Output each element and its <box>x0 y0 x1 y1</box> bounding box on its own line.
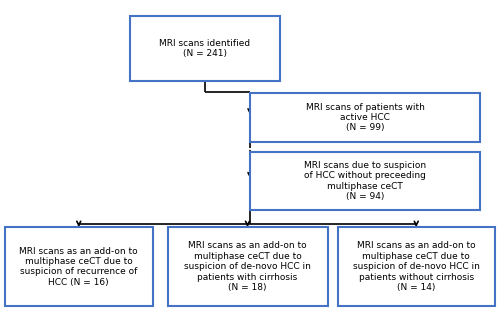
FancyBboxPatch shape <box>250 93 480 142</box>
FancyBboxPatch shape <box>250 152 480 210</box>
Text: MRI scans identified
(N = 241): MRI scans identified (N = 241) <box>160 39 250 58</box>
FancyBboxPatch shape <box>130 16 280 81</box>
Text: MRI scans due to suspicion
of HCC without preceeding
multiphase ceCT
(N = 94): MRI scans due to suspicion of HCC withou… <box>304 161 426 201</box>
Text: MRI scans as an add-on to
multiphase ceCT due to
suspicion of de-novo HCC in
pat: MRI scans as an add-on to multiphase ceC… <box>353 241 480 292</box>
FancyBboxPatch shape <box>168 227 328 306</box>
Text: MRI scans as an add-on to
multiphase ceCT due to
suspicion of recurrence of
HCC : MRI scans as an add-on to multiphase ceC… <box>20 247 138 287</box>
Text: MRI scans as an add-on to
multiphase ceCT due to
suspicion of de-novo HCC in
pat: MRI scans as an add-on to multiphase ceC… <box>184 241 311 292</box>
Text: MRI scans of patients with
active HCC
(N = 99): MRI scans of patients with active HCC (N… <box>306 103 424 132</box>
FancyBboxPatch shape <box>338 227 495 306</box>
FancyBboxPatch shape <box>5 227 152 306</box>
